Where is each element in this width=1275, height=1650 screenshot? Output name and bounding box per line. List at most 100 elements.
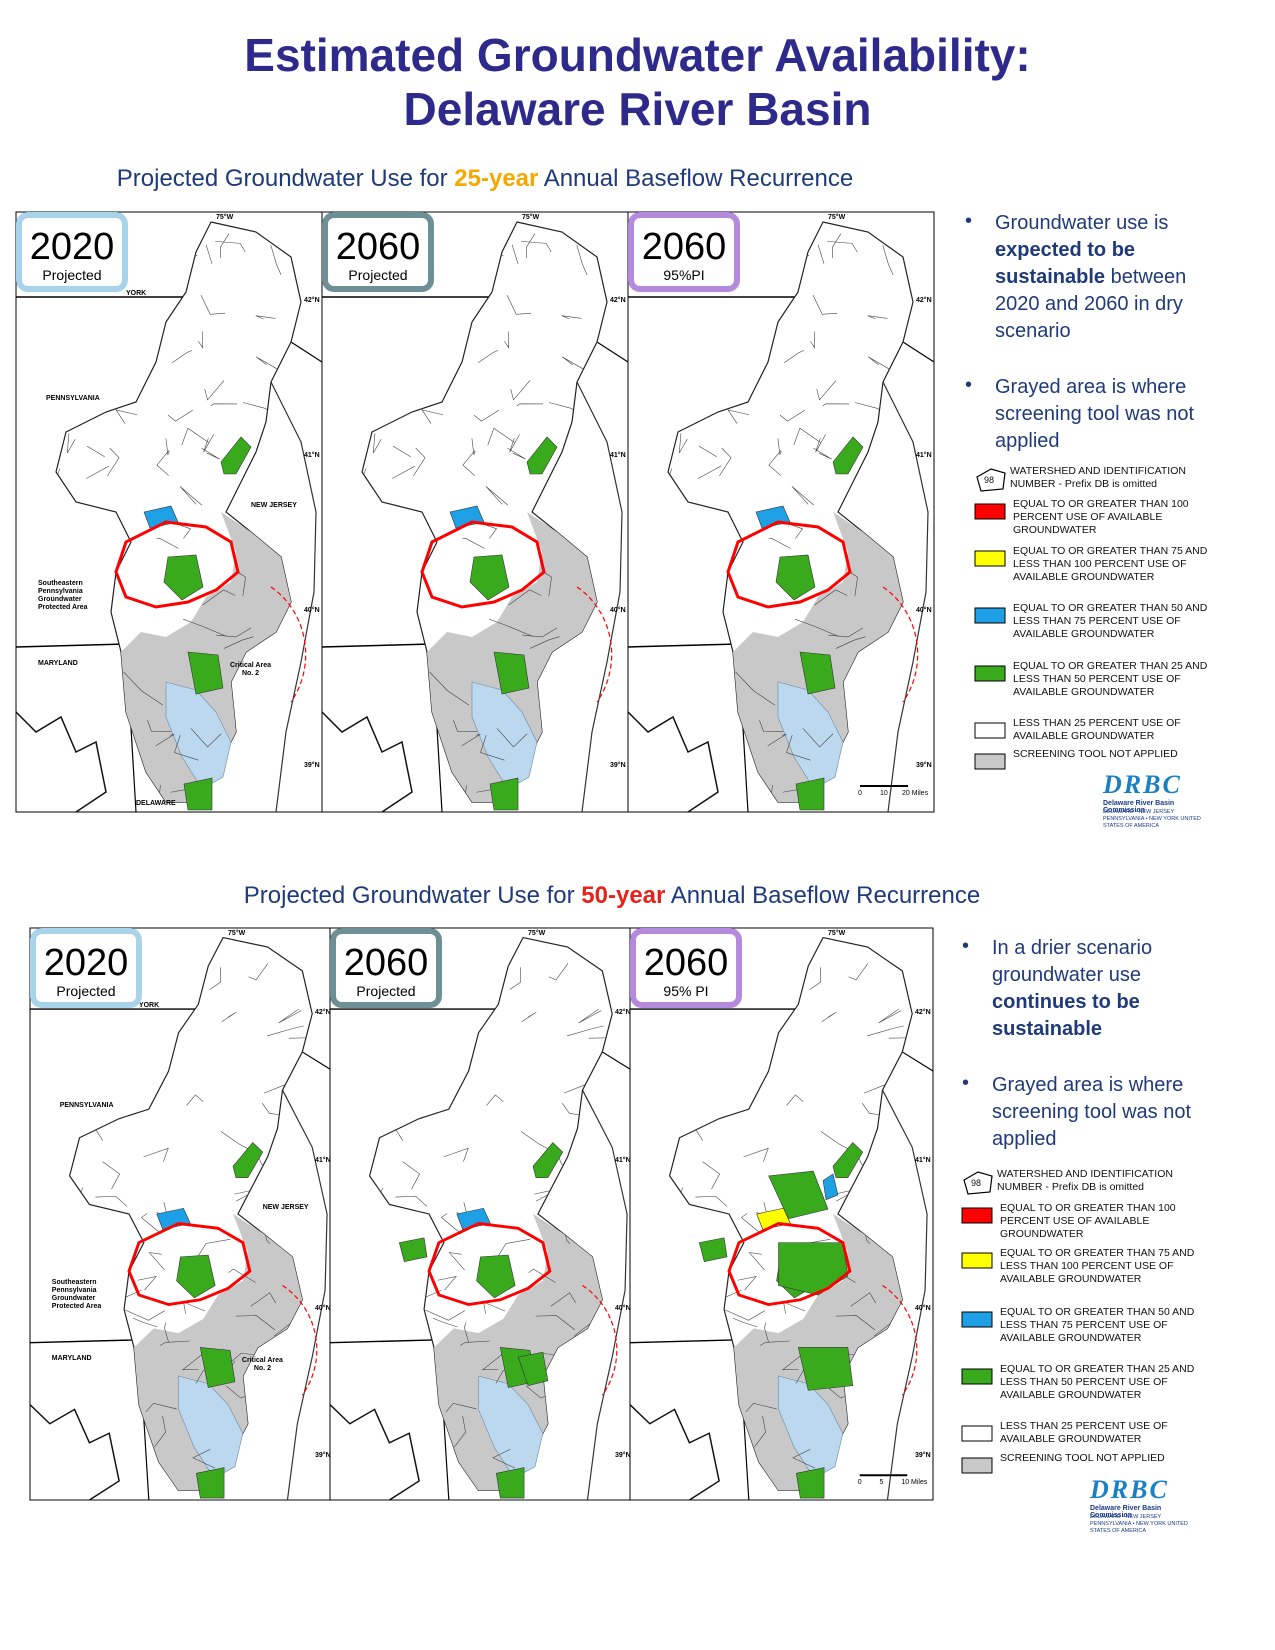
- subtitle-part: 25-year: [454, 165, 539, 192]
- watershed-line: [215, 241, 246, 253]
- watershed-line: [767, 733, 787, 747]
- watershed-line: [262, 1103, 281, 1116]
- map-panel: [321, 211, 629, 813]
- bullet-dot: •: [962, 1072, 970, 1094]
- watershed-line: [480, 735, 505, 761]
- watershed-line: [248, 963, 269, 981]
- scale-label: 0: [858, 790, 862, 797]
- bullet-dot: •: [965, 210, 973, 232]
- watershed-line: [784, 350, 805, 364]
- year-box: 2060 Projected: [322, 212, 434, 292]
- watershed-highlight: [799, 651, 836, 695]
- watershed-line: [719, 447, 732, 477]
- watershed-line: [815, 434, 826, 453]
- watershed-line: [395, 1195, 428, 1207]
- watershed-line: [878, 1008, 902, 1024]
- watershed-line: [821, 1011, 837, 1022]
- watershed-line: [159, 1340, 190, 1346]
- watershed-line: [822, 403, 850, 407]
- watershed-line: [668, 468, 673, 505]
- watershed-line: [812, 294, 838, 315]
- watershed-line: [485, 486, 509, 506]
- state-border: [627, 643, 739, 648]
- critical-area-outline: [882, 586, 919, 703]
- watershed-line: [754, 1415, 766, 1448]
- watershed-line: [528, 1268, 556, 1283]
- watershed-line: [223, 636, 254, 649]
- watershed-line: [362, 468, 367, 505]
- watershed-line: [504, 331, 509, 349]
- watershed-highlight: [220, 436, 252, 475]
- watershed-line: [786, 1094, 804, 1106]
- critical-area-outline: [582, 1285, 618, 1396]
- state-border: [29, 1339, 139, 1344]
- critical-area-outline: [270, 586, 307, 703]
- watershed-line: [792, 1448, 816, 1469]
- bullet: Grayed area is where screening tool was …: [992, 1072, 1212, 1153]
- watershed-line: [561, 315, 582, 320]
- critical-area-label: Critical Area No. 2: [230, 662, 271, 677]
- watershed-line: [86, 465, 110, 479]
- watershed-line: [745, 1402, 777, 1413]
- watershed-highlight: [496, 1467, 525, 1499]
- state-label: NEW JERSEY: [251, 502, 297, 509]
- watershed-line: [183, 618, 227, 637]
- longitude-label: 75°W: [216, 214, 234, 221]
- logo-mark: DRBC: [1103, 770, 1182, 799]
- watershed-line: [102, 1161, 120, 1190]
- watershed-line: [124, 1309, 166, 1321]
- watershed-line: [459, 1340, 490, 1346]
- watershed-line: [201, 447, 220, 460]
- year-box: 2020 Projected: [16, 212, 128, 292]
- critical-area-label: Critical Area No. 2: [241, 1357, 283, 1372]
- longitude-label: 75°W: [522, 214, 540, 221]
- bay: [478, 1375, 544, 1479]
- logo-states: DELAWARE • NEW JERSEY PENNSYLVANIA • NEW…: [1090, 1514, 1188, 1534]
- watershed-line: [835, 1315, 876, 1331]
- state-border: [901, 1051, 934, 1072]
- watershed-line: [167, 409, 193, 422]
- state-border: [629, 1339, 739, 1344]
- legend-swatch: [961, 1311, 993, 1328]
- watershed-line: [727, 409, 750, 424]
- watershed-line: [372, 433, 382, 454]
- watershed-line: [848, 963, 869, 981]
- bay: [165, 681, 232, 790]
- year: 2020: [43, 942, 129, 984]
- subtitle: Projected Groundwater Use for 25-year An…: [117, 165, 853, 193]
- watershed-line: [867, 315, 888, 320]
- watershed-line: [156, 450, 170, 476]
- watershed-line: [137, 1275, 157, 1291]
- watershed-line: [702, 1161, 720, 1190]
- state-border: [290, 341, 323, 363]
- watershed-line: [228, 1268, 256, 1283]
- watershed-line: [198, 331, 203, 349]
- watershed-line: [204, 380, 225, 401]
- watershed-line: [576, 245, 588, 276]
- latitude-label: 40°N: [916, 607, 932, 614]
- bay: [778, 1375, 844, 1479]
- legend-swatch: [974, 665, 1006, 682]
- watershed-highlight: [493, 651, 530, 695]
- watershed-line: [56, 468, 61, 505]
- year: 2020: [29, 226, 115, 268]
- watershed-line: [192, 1448, 216, 1469]
- watershed-line: [86, 445, 105, 458]
- subtitle: Projected Groundwater Use for 50-year An…: [244, 882, 980, 910]
- watershed-line: [732, 1317, 758, 1328]
- watershed-line: [140, 1213, 162, 1234]
- watershed-line: [535, 1315, 576, 1331]
- bullet: In a drier scenario groundwater use cont…: [992, 935, 1212, 1043]
- legend-text: EQUAL TO OR GREATER THAN 25 AND LESS THA…: [1013, 660, 1208, 698]
- state-border: [329, 1339, 439, 1344]
- watershed-line: [181, 1351, 206, 1371]
- latitude-label: 40°N: [304, 607, 320, 614]
- bay: [777, 681, 844, 790]
- watershed-line: [164, 1322, 169, 1343]
- watershed-highlight: [775, 554, 816, 601]
- watershed-line: [473, 409, 499, 422]
- watershed-highlight: [698, 1237, 728, 1263]
- state-border: [301, 1051, 334, 1072]
- latitude-label: 42°N: [915, 1009, 931, 1017]
- latitude-label: 41°N: [916, 452, 932, 459]
